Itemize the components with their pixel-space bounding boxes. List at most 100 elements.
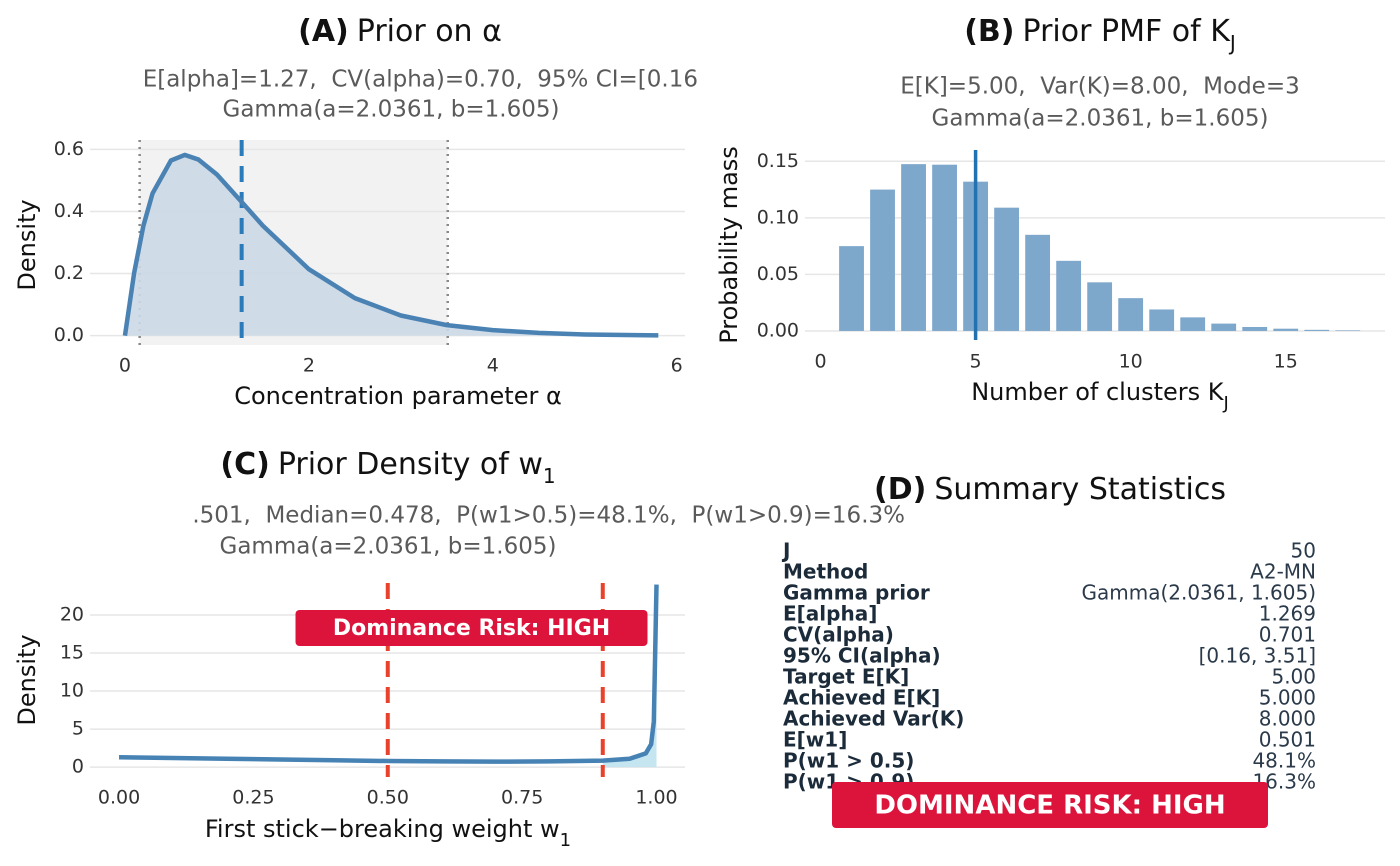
row-value: 8.000 xyxy=(1259,707,1316,731)
x-axis-label-part: First stick−breaking weight w xyxy=(205,815,560,843)
row-value: 5.000 xyxy=(1259,686,1316,710)
x-tick-label: 5 xyxy=(970,351,982,373)
x-tick-label: 0.25 xyxy=(232,787,274,809)
subtitle: Gamma(a=2.0361, b=1.605) xyxy=(220,534,557,560)
panel-title-part: 1 xyxy=(543,464,556,488)
panel-title-part: Prior Density of w xyxy=(278,447,543,482)
x-tick-label: 1.00 xyxy=(635,787,677,809)
bar xyxy=(1149,309,1175,331)
y-tick-label: 0.0 xyxy=(54,324,84,346)
bar xyxy=(994,207,1020,331)
annotation: Dominance Risk: HIGH xyxy=(333,616,610,641)
row-label: E[w1] xyxy=(783,728,847,752)
x-tick-label: 15 xyxy=(1274,351,1298,373)
y-tick-label: 0.4 xyxy=(54,200,84,222)
x-tick-label: 2 xyxy=(303,355,315,377)
y-tick-label: 5 xyxy=(72,718,84,740)
x-tick-label: 0.75 xyxy=(501,787,543,809)
badge-box xyxy=(832,782,1268,828)
row-value: 50 xyxy=(1291,539,1316,563)
row-value: 0.501 xyxy=(1259,728,1316,752)
row-label: Gamma prior xyxy=(783,581,930,605)
x-tick-label: 0.50 xyxy=(367,787,409,809)
subtitle: E[K]=5.00, Var(K)=8.00, Mode=3 xyxy=(900,74,1300,100)
x-tick-label: 0.00 xyxy=(98,787,140,809)
row-label: 95% CI(alpha) xyxy=(783,644,941,668)
subtitle: .501, Median=0.478, P(w1>0.5)=48.1%, P(w… xyxy=(192,503,905,529)
row-label: P(w1 > 0.5) xyxy=(783,749,914,773)
bar xyxy=(1056,260,1082,331)
bar xyxy=(901,164,926,331)
y-axis-label: Probability mass xyxy=(715,146,743,344)
row-label: J xyxy=(781,539,790,563)
y-tick-label: 0.6 xyxy=(54,138,84,160)
panel-title-part: Prior on α xyxy=(357,14,502,49)
y-tick-label: 15 xyxy=(60,641,84,663)
panel-title-part: (C) xyxy=(220,447,269,482)
y-tick-label: 0 xyxy=(72,756,84,778)
bar xyxy=(839,246,864,331)
row-label: E[alpha] xyxy=(783,602,877,626)
x-axis-label-part: 1 xyxy=(560,830,571,851)
panel-title: (A) Prior on α xyxy=(298,14,502,49)
panel-title-part: (A) xyxy=(298,14,349,49)
bar xyxy=(1211,323,1237,331)
bar xyxy=(1118,298,1144,331)
bar xyxy=(1335,330,1361,331)
row-value: [0.16, 3.51] xyxy=(1199,644,1316,668)
row-value: 1.269 xyxy=(1259,602,1316,626)
bar xyxy=(1273,328,1299,331)
x-tick-label: 10 xyxy=(1119,351,1143,373)
y-tick-label: 0.15 xyxy=(757,150,799,172)
x-tick-label: 0 xyxy=(814,351,826,373)
row-value: A2-MN xyxy=(1250,560,1316,584)
y-tick-label: 0.05 xyxy=(757,263,799,285)
row-value: Gamma(2.0361, 1.605) xyxy=(1081,581,1316,605)
density-curve xyxy=(122,152,659,338)
bar xyxy=(1087,282,1113,331)
subtitle: E[alpha]=1.27, CV(alpha)=0.70, 95% CI=[0… xyxy=(143,67,698,93)
panel-title-part: Summary Statistics xyxy=(934,472,1226,507)
x-tick-label: 4 xyxy=(487,355,499,377)
panel-title: (B) Prior PMF of KJ xyxy=(964,14,1236,55)
density-curve xyxy=(118,584,659,764)
x-axis-label-part: Concentration parameter α xyxy=(234,382,562,410)
bar xyxy=(1242,326,1268,331)
row-label: Method xyxy=(783,560,868,584)
panel-title: (C) Prior Density of w1 xyxy=(220,447,555,488)
y-tick-label: 10 xyxy=(60,680,84,702)
x-axis-label-part: J xyxy=(1222,393,1228,414)
x-tick-label: 6 xyxy=(671,355,683,377)
x-axis-label: First stick−breaking weight w1 xyxy=(205,815,571,851)
area xyxy=(602,584,657,768)
row-label: CV(alpha) xyxy=(783,623,894,647)
bar xyxy=(870,189,895,331)
panel-title-part: (B) xyxy=(964,14,1014,49)
row-label: Achieved E[K] xyxy=(783,686,940,710)
row-value: 48.1% xyxy=(1252,749,1316,773)
y-tick-label: 0.10 xyxy=(757,206,799,228)
x-axis-label: Concentration parameter α xyxy=(234,382,562,410)
row-label: Achieved Var(K) xyxy=(783,707,964,731)
panel-title-part: (D) xyxy=(874,472,926,507)
y-axis-label: Density xyxy=(13,634,41,725)
x-tick-label: 0 xyxy=(119,355,131,377)
panel-title: (D) Summary Statistics xyxy=(874,472,1226,507)
panel-title-part: Prior PMF of K xyxy=(1023,14,1232,49)
x-axis-label: Number of clusters KJ xyxy=(971,378,1229,414)
subtitle: Gamma(a=2.0361, b=1.605) xyxy=(223,97,560,123)
row-label: Target E[K] xyxy=(783,665,909,689)
x-axis-label-part: Number of clusters K xyxy=(971,378,1225,406)
annotation-box xyxy=(295,610,648,646)
y-tick-label: 20 xyxy=(60,603,84,625)
bar xyxy=(1025,234,1051,331)
row-value: 0.701 xyxy=(1259,623,1316,647)
subtitle: Gamma(a=2.0361, b=1.605) xyxy=(932,106,1269,132)
bar xyxy=(1180,317,1206,331)
y-tick-label: 0.00 xyxy=(757,319,799,341)
badge: DOMINANCE RISK: HIGH xyxy=(874,791,1225,821)
bar xyxy=(932,164,957,331)
panel-title-part: J xyxy=(1228,31,1236,55)
y-tick-label: 0.2 xyxy=(54,262,84,284)
